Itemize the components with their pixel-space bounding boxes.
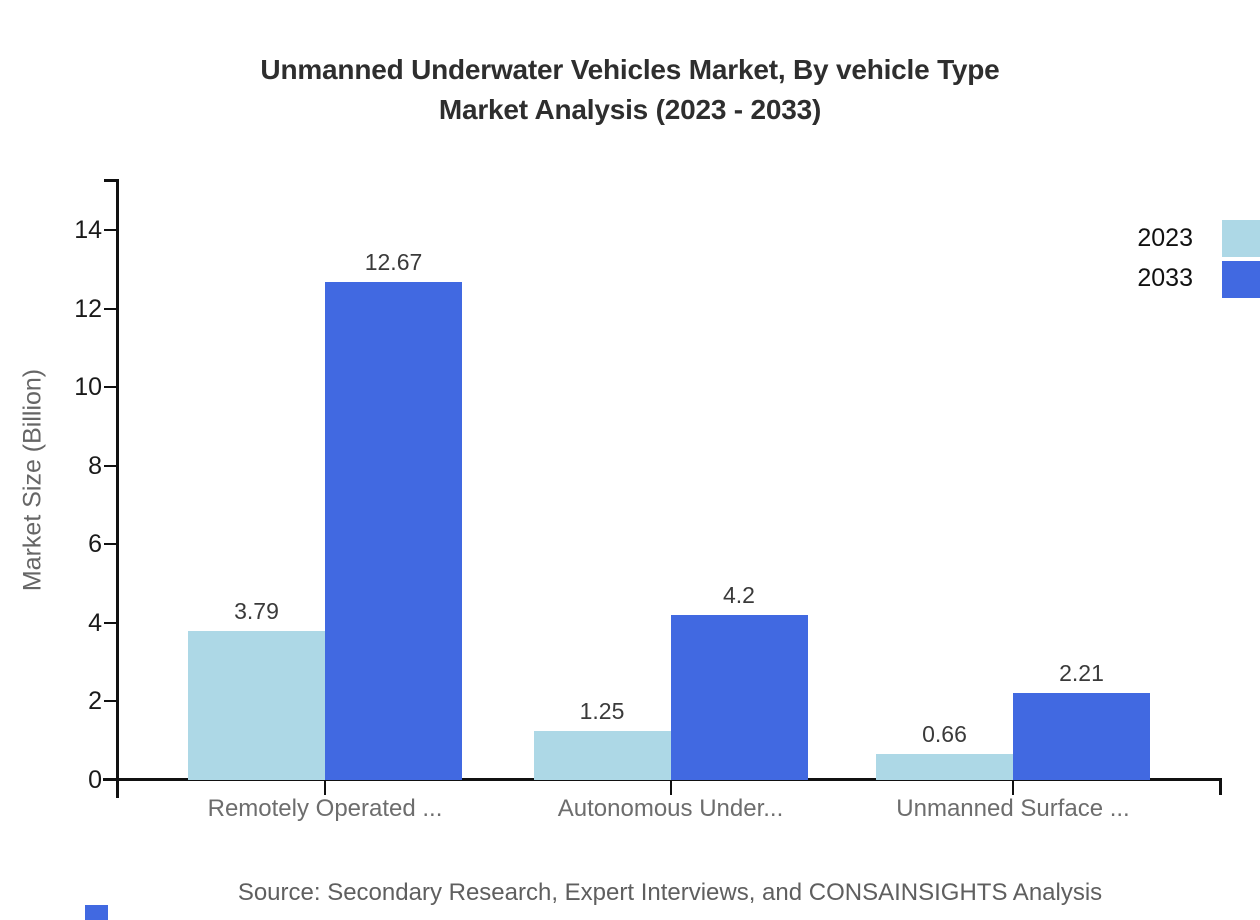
y-tick-mark — [104, 779, 118, 781]
x-axis-end-tick — [1219, 779, 1222, 795]
legend-swatch-2023 — [1222, 220, 1260, 257]
y-tick-mark — [104, 543, 118, 546]
y-tick-label: 14 — [74, 216, 102, 244]
y-tick-label: 10 — [74, 373, 102, 402]
x-tick-mark — [669, 780, 672, 795]
x-tick-mark — [1012, 780, 1014, 795]
bar-value-label: 0.66 — [922, 721, 967, 747]
bar-value-label: 3.79 — [234, 598, 279, 624]
bar-2033-1 — [670, 615, 808, 780]
legend-swatch-2033 — [1222, 261, 1260, 298]
y-tick-mark — [104, 700, 118, 703]
y-axis-title: Market Size (Billion) — [18, 368, 47, 592]
chart-title-line2: Market Analysis (2023 - 2033) — [438, 94, 822, 125]
chart-title-line1: Unmanned Underwater Vehicles Market, By … — [260, 54, 1000, 85]
y-tick-mark — [104, 229, 118, 231]
y-tick-mark — [104, 307, 118, 310]
bar-value-label: 4.2 — [723, 582, 755, 608]
bar-2023-0 — [188, 631, 325, 780]
bar-2033-2 — [1013, 693, 1150, 780]
bar-value-label: 12.67 — [364, 249, 423, 275]
legend-label-2023: 2023 — [1137, 224, 1193, 252]
category-label: Unmanned Surface ... — [896, 795, 1130, 822]
y-tick-label: 2 — [88, 687, 102, 716]
y-tick-label: 0 — [88, 766, 102, 794]
y-tick-label: 4 — [88, 608, 102, 637]
bar-2023-2 — [876, 754, 1013, 780]
bar-2033-0 — [325, 282, 462, 780]
y-tick-label: 8 — [88, 451, 102, 480]
y-axis-top-tick — [104, 179, 119, 182]
y-axis — [116, 180, 119, 798]
bar-value-label: 1.25 — [579, 698, 625, 724]
category-label: Autonomous Under... — [557, 795, 784, 822]
bar-value-label: 2.21 — [1059, 660, 1104, 686]
y-tick-label: 12 — [74, 294, 102, 323]
y-tick-mark — [104, 386, 118, 389]
chart-title: Unmanned Underwater Vehicles Market, By … — [0, 50, 1260, 130]
y-tick-mark — [104, 464, 118, 467]
y-tick-label: 6 — [88, 530, 102, 559]
legend-label-2033: 2033 — [1137, 264, 1193, 292]
y-tick-mark — [104, 621, 118, 624]
source-text: Source: Secondary Research, Expert Inter… — [237, 879, 1103, 906]
watermark-square — [85, 905, 108, 920]
category-label: Remotely Operated ... — [207, 795, 443, 822]
bar-2023-1 — [533, 731, 671, 780]
x-tick-mark — [324, 780, 326, 795]
